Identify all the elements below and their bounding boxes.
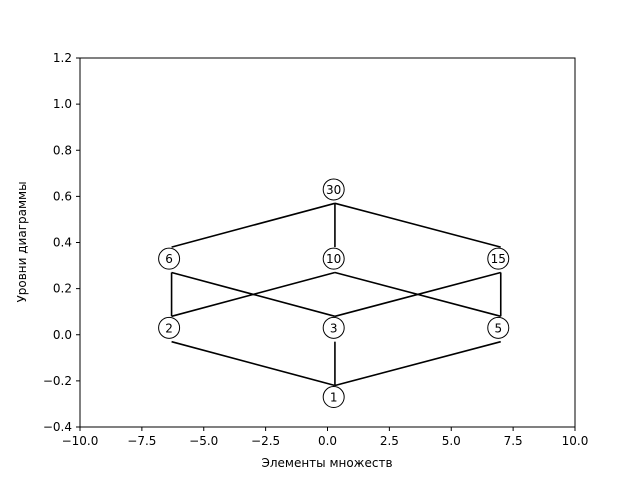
node-label: 2 (165, 321, 173, 335)
node-circle (322, 316, 345, 339)
nodes-layer: 1 2 3 5 6 10 15 30 (158, 178, 510, 409)
diagram-edge (334, 340, 501, 387)
x-tick-label: −10.0 (62, 434, 99, 448)
node-circle (158, 316, 181, 339)
node-label: 1 (330, 391, 338, 405)
x-tick-label: −5.0 (189, 434, 218, 448)
x-tick-label: 2.5 (380, 434, 399, 448)
node-label: 10 (326, 252, 341, 266)
node-circle (158, 247, 181, 270)
node-label: 30 (326, 183, 341, 197)
diagram-edge (334, 202, 501, 248)
x-tick-label: 5.0 (442, 434, 461, 448)
x-tick-label: 0.0 (318, 434, 337, 448)
x-tick-label: 7.5 (504, 434, 523, 448)
y-axis-label: Уровни диаграммы (15, 181, 29, 302)
node-30: 30 (322, 178, 345, 201)
edges-layer (170, 202, 502, 387)
y-tick-label: 0.4 (53, 236, 72, 250)
node-6: 6 (158, 247, 181, 270)
node-5: 5 (487, 316, 510, 339)
node-10: 10 (322, 247, 345, 270)
diagram-edge (171, 340, 336, 387)
y-axis-ticks: −0.4 −0.2 0.0 0.2 0.4 0.6 0.8 1.0 1.2 (43, 51, 80, 434)
y-tick-label: 0.8 (53, 143, 72, 157)
x-tick-label: −2.5 (251, 434, 280, 448)
diagram-edge (171, 202, 336, 248)
node-circle (322, 247, 345, 270)
diagram-edge (334, 271, 501, 318)
diagram-edge (171, 271, 336, 318)
node-label: 3 (330, 321, 338, 335)
node-label: 6 (165, 252, 173, 266)
node-15: 15 (487, 247, 510, 270)
node-1: 1 (322, 386, 345, 409)
y-tick-label: −0.2 (43, 374, 72, 388)
x-axis-label: Элементы множеств (261, 456, 392, 470)
y-tick-label: 0.2 (53, 282, 72, 296)
y-tick-label: 1.2 (53, 51, 72, 65)
y-tick-label: 0.0 (53, 328, 72, 342)
node-circle (322, 386, 345, 409)
node-3: 3 (322, 316, 345, 339)
y-tick-label: −0.4 (43, 420, 72, 434)
node-circle (322, 178, 345, 201)
node-label: 5 (494, 321, 502, 335)
node-circle (487, 316, 510, 339)
y-tick-label: 0.6 (53, 189, 72, 203)
x-tick-label: −7.5 (127, 434, 156, 448)
node-2: 2 (158, 316, 181, 339)
y-tick-label: 1.0 (53, 97, 72, 111)
plot-frame (79, 57, 576, 428)
x-tick-label: 10.0 (562, 434, 589, 448)
node-circle (487, 247, 510, 270)
x-axis-ticks: −10.0 −7.5 −5.0 −2.5 0.0 2.5 5.0 7.5 10.0 (62, 427, 589, 448)
node-label: 15 (491, 252, 506, 266)
